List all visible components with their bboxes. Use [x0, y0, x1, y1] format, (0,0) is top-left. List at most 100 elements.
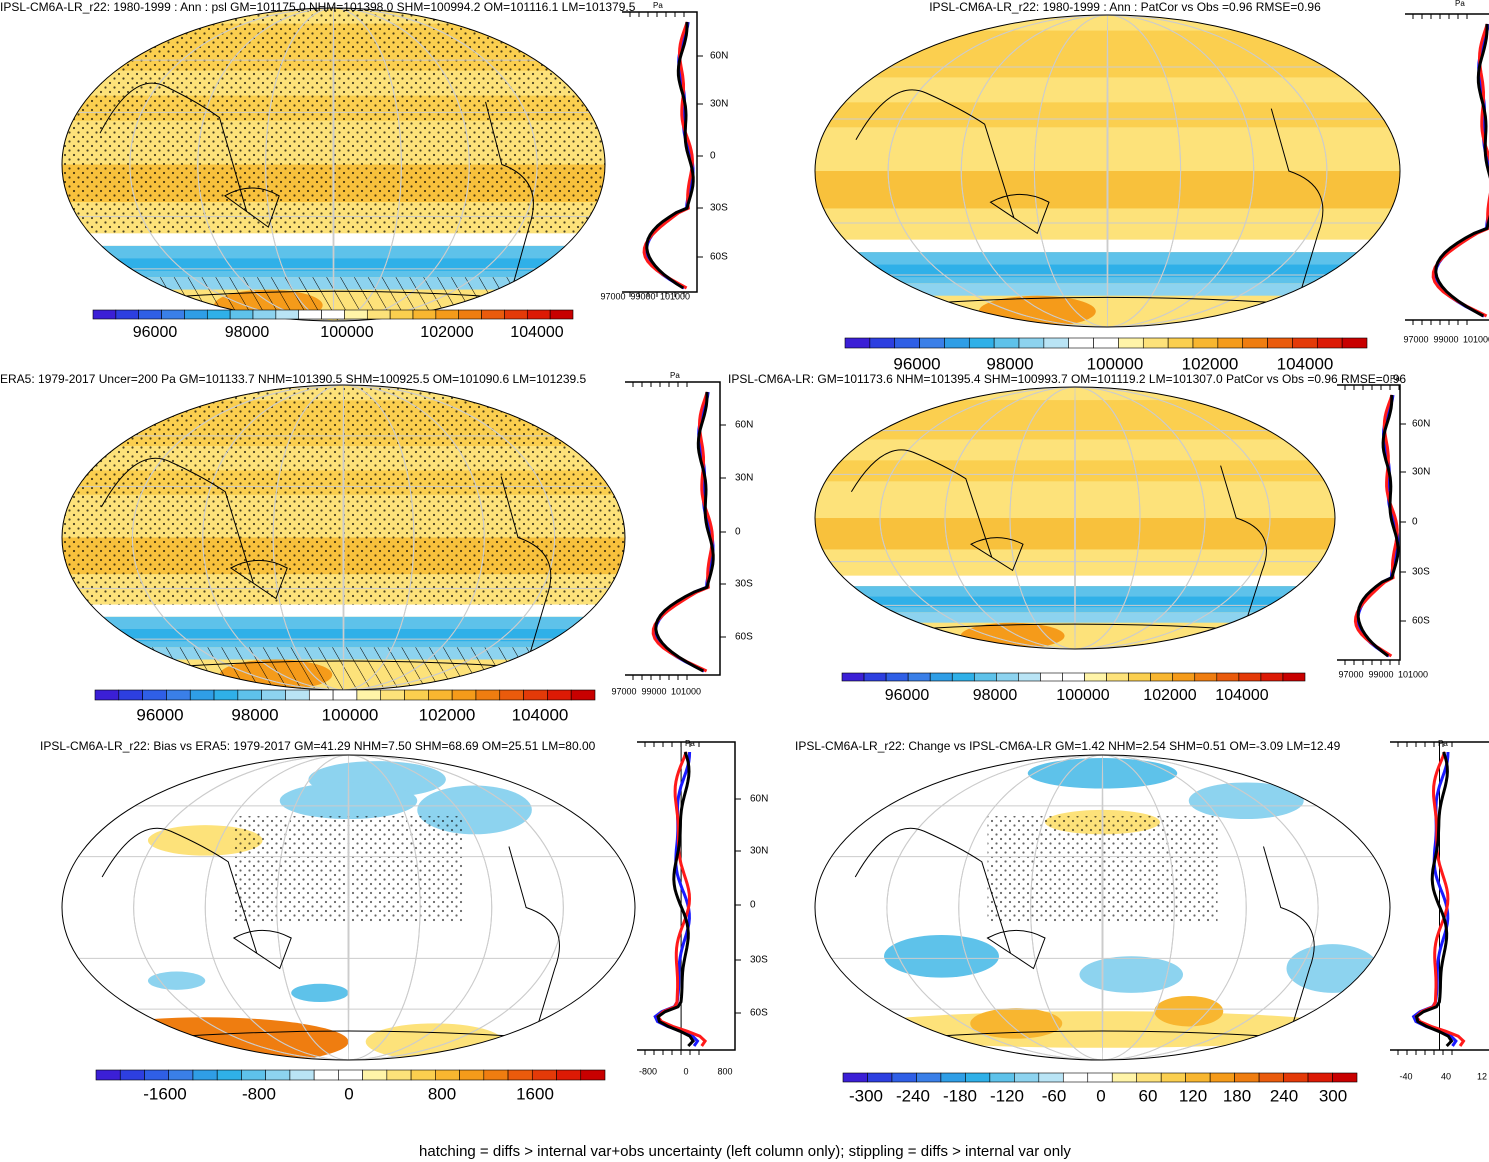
colorbar-box [556, 1069, 582, 1081]
colorbar-box [1038, 1072, 1064, 1083]
colorbar-box [285, 689, 310, 701]
map-field [291, 983, 349, 1003]
colorbar-box [968, 337, 995, 349]
colorbar-label: 96000 [893, 354, 940, 373]
profile-line [651, 391, 714, 673]
profile-lat-label: 30S [750, 955, 768, 966]
colorbar-box [504, 309, 528, 320]
colorbar-box [1332, 1072, 1358, 1083]
profile-lat-label: 30N [710, 99, 728, 110]
colorbar-box [428, 689, 453, 701]
colorbar-box [996, 672, 1019, 682]
panel-title: IPSL-CM6A-LR_r22: 1980-1999 : Ann : PatC… [929, 0, 1321, 14]
profile-x-label: 101000 [660, 291, 690, 301]
colorbar-box [1172, 672, 1196, 682]
colorbar-box [570, 689, 596, 701]
meridian [1030, 755, 1175, 1060]
colorbar-box [1209, 1072, 1235, 1083]
profile-line [656, 751, 696, 1048]
colorbar-box [386, 1069, 412, 1081]
colorbar-box [1260, 672, 1284, 682]
colorbar-label: -300 [849, 1086, 883, 1105]
colorbar-box [863, 672, 887, 682]
profile-x-label: 101000 [671, 686, 701, 696]
colorbar-label: 98000 [986, 354, 1033, 373]
colorbar-box [356, 689, 382, 701]
colorbar-box [229, 309, 254, 320]
colorbar-box [1160, 1072, 1186, 1083]
colorbar-label: -240 [896, 1086, 930, 1105]
meridian [133, 755, 564, 1060]
colorbar-label: 0 [344, 1084, 353, 1103]
map [815, 755, 1390, 1060]
colorbar-box [1062, 1072, 1089, 1083]
colorbar-label: 104000 [1215, 687, 1268, 704]
panel-title: IPSL-CM6A-LR_r22: 1980-1999 : Ann : psl … [0, 0, 636, 14]
profile-lat-label: 60S [735, 632, 753, 643]
profile-lat-label: 30N [750, 846, 768, 857]
profile-unit: Pa [1455, 0, 1465, 8]
meridian [342, 385, 345, 690]
colorbar-box [410, 1069, 436, 1081]
colorbar-label: -1600 [143, 1084, 186, 1103]
colorbar-box [842, 1072, 868, 1083]
colorbar-box [481, 309, 505, 320]
map-border [61, 7, 606, 322]
colorbar-label: 180 [1223, 1086, 1251, 1105]
colorbar-box [965, 1072, 991, 1083]
colorbar-box [1282, 672, 1306, 682]
colorbar-label: -800 [242, 1084, 276, 1103]
profile-line [655, 751, 708, 1047]
colorbar-box [168, 1069, 194, 1081]
colorbar-label: 98000 [231, 705, 278, 724]
profile-lat-label: 30S [1412, 567, 1430, 578]
profile-lat-label: 30N [735, 473, 753, 484]
colorbar-box [362, 1069, 388, 1081]
colorbar-box [344, 309, 368, 320]
colorbar-box [951, 672, 975, 682]
coastline [101, 827, 560, 1045]
meridian [131, 385, 556, 690]
profile-x-label: -40 [1399, 1071, 1412, 1081]
profile-x-label: 800 [717, 1066, 732, 1076]
map-field [1079, 956, 1183, 993]
colorbar-label: 96000 [136, 705, 183, 724]
colorbar-box [338, 1069, 363, 1081]
profile-lat-label: 60S [750, 1008, 768, 1019]
colorbar-box [1267, 337, 1293, 349]
meridian [276, 755, 421, 1060]
colorbar-box [1192, 337, 1219, 349]
meridian [1106, 15, 1109, 327]
colorbar-label: 104000 [510, 324, 563, 341]
colorbar-box [298, 309, 322, 320]
colorbar-box [161, 309, 185, 320]
profile-x-label: -800 [639, 1066, 657, 1076]
meridian [347, 755, 350, 1060]
colorbar-box [184, 309, 208, 320]
map [62, 385, 625, 690]
profile-frame [622, 11, 698, 293]
colorbar-box [1142, 337, 1169, 349]
colorbar-label: 0 [1096, 1086, 1105, 1105]
panel-title: IPSL-CM6A-LR: GM=101173.6 NHM=101395.4 S… [728, 372, 1406, 386]
profile-lat-label: 60N [735, 420, 753, 431]
panel-title: ERA5: 1979-2017 Uncer=200 Pa GM=101133.7… [0, 372, 587, 386]
colorbar-box [973, 672, 997, 682]
colorbar-box [166, 689, 191, 701]
profile-frame [1337, 384, 1401, 661]
colorbar-box [412, 309, 437, 320]
map [815, 15, 1400, 327]
colorbar-box [138, 309, 162, 320]
coastline [100, 457, 552, 675]
meridian [265, 8, 402, 321]
colorbar-box [475, 689, 501, 701]
colorbar-box [944, 337, 970, 349]
colorbar-box [252, 309, 277, 320]
colorbar-box [115, 309, 140, 320]
colorbar-label: 102000 [1182, 354, 1239, 373]
map [62, 8, 605, 321]
colorbar-box [1093, 337, 1119, 349]
colorbar-box [1106, 672, 1129, 682]
colorbar-box [1216, 672, 1240, 682]
meridian [944, 387, 1206, 649]
